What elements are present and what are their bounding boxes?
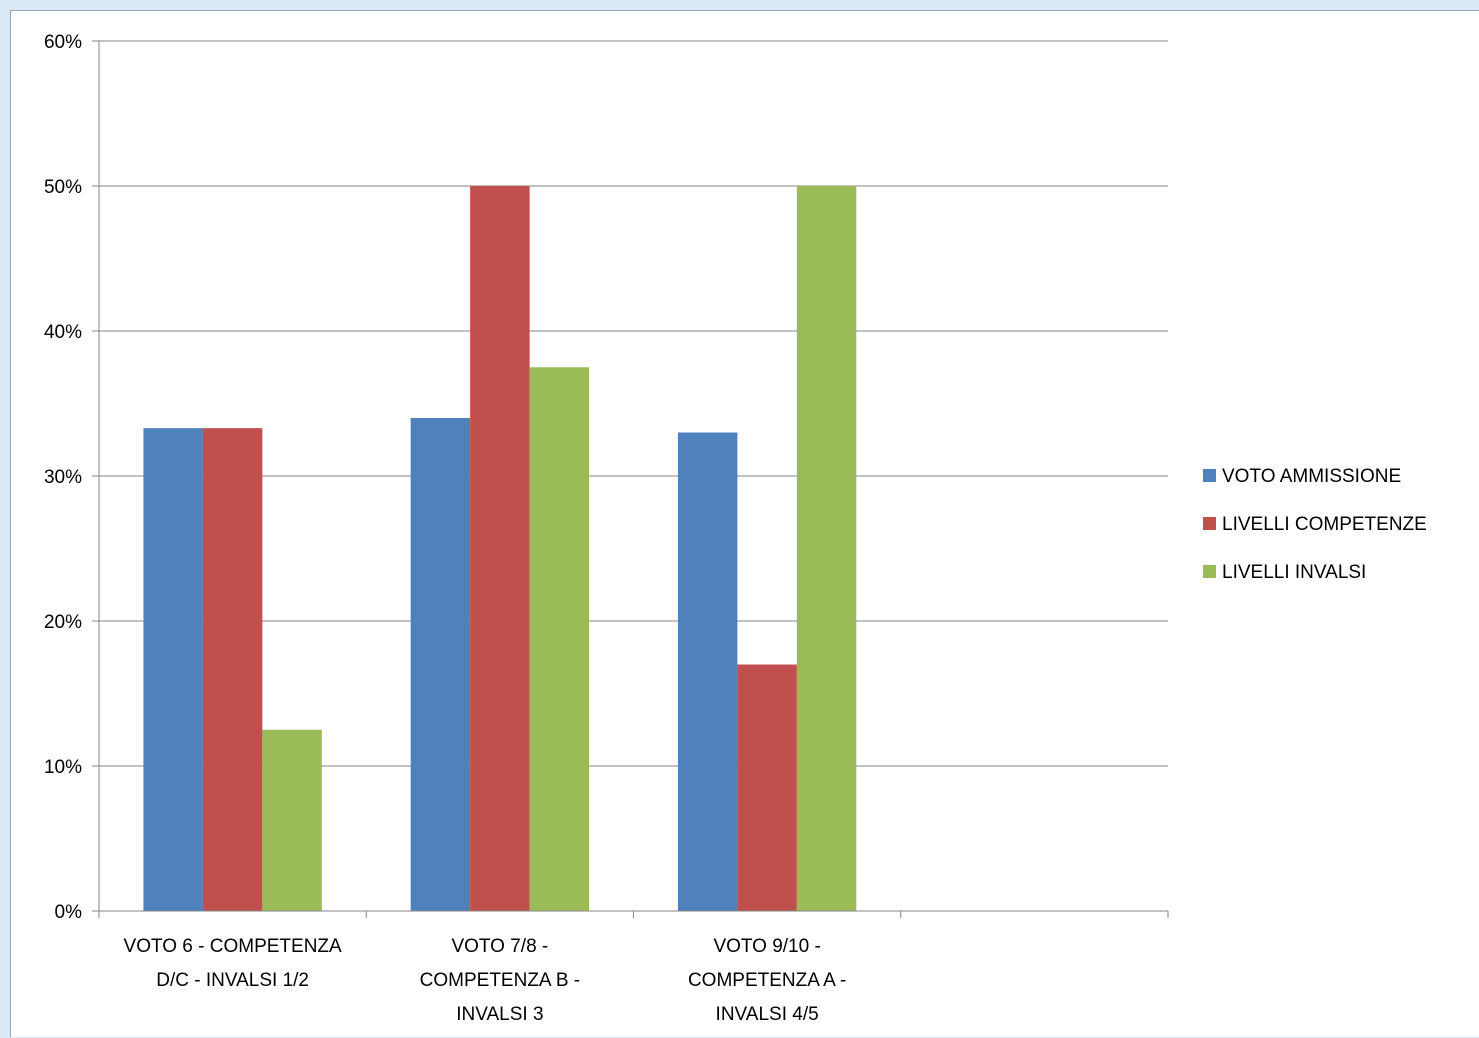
x-category-label: VOTO 6 - COMPETENZA: [124, 936, 343, 957]
x-category-label: INVALSI 3: [456, 1004, 543, 1025]
x-category-label: COMPETENZA A -: [688, 970, 846, 991]
bar: [262, 729, 322, 911]
legend-label: LIVELLI INVALSI: [1222, 562, 1366, 583]
bar: [737, 664, 797, 911]
bar: [202, 428, 263, 911]
legend-swatch: [1203, 517, 1216, 530]
legend: VOTO AMMISSIONE LIVELLI COMPETENZE LIVELLI…: [1203, 466, 1427, 583]
bars: [143, 186, 857, 911]
bar: [677, 432, 738, 911]
y-tick-labels: 0% 10% 20% 30% 40% 50% 60%: [44, 32, 82, 923]
bar-chart: 0% 10% 20% 30% 40% 50% 60% VOTO 6 - COMPETENZA…: [44, 32, 1427, 1025]
x-category-label: VOTO 7/8 -: [451, 936, 548, 957]
y-tick-label: 20%: [44, 612, 82, 633]
bar: [410, 418, 471, 911]
legend-label: LIVELLI COMPETENZE: [1222, 514, 1427, 535]
bar: [796, 186, 857, 911]
axes: [92, 40, 1169, 918]
bar: [143, 428, 203, 911]
bar: [470, 186, 530, 911]
gridlines: [99, 40, 1168, 767]
x-category-labels: VOTO 6 - COMPETENZA D/C - INVALSI 1/2 VOTO…: [124, 936, 847, 1025]
x-category-label: INVALSI 4/5: [716, 1004, 819, 1025]
x-category-label: D/C - INVALSI 1/2: [156, 970, 309, 991]
x-category-label: VOTO 9/10 -: [713, 936, 820, 957]
y-tick-label: 30%: [44, 467, 82, 488]
y-tick-label: 10%: [44, 757, 82, 778]
y-tick-label: 40%: [44, 322, 82, 343]
chart-area: 0% 10% 20% 30% 40% 50% 60% VOTO 6 - COMPETENZA…: [10, 10, 1479, 1037]
y-tick-label: 50%: [44, 177, 82, 198]
y-tick-label: 60%: [44, 32, 82, 53]
legend-swatch: [1203, 469, 1216, 482]
legend-label: VOTO AMMISSIONE: [1222, 466, 1401, 487]
y-tick-label: 0%: [55, 902, 83, 923]
x-category-label: COMPETENZA B -: [420, 970, 580, 991]
legend-swatch: [1203, 565, 1216, 578]
bar: [529, 367, 590, 911]
